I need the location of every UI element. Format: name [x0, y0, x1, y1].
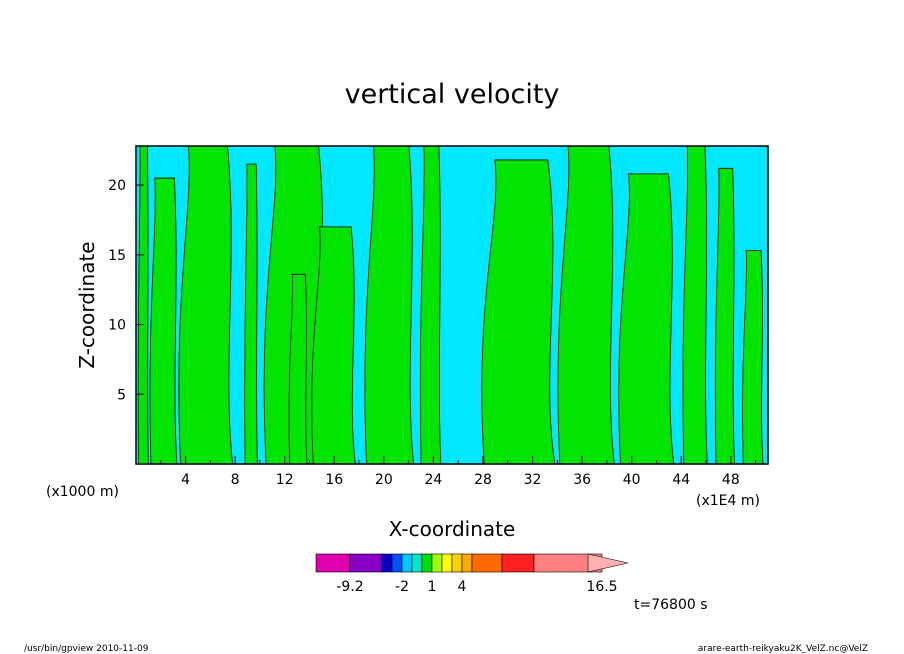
x-tick-label: 20	[375, 472, 393, 488]
colorbar-ticks: -9.2 -2 1 4 16.5	[336, 579, 617, 595]
colorbar-segment	[471, 553, 503, 573]
y-tick-label: 15	[108, 248, 126, 264]
footer-left: /usr/bin/gpview 2010-11-09	[24, 644, 149, 654]
footer-right: arare-earth-reikyaku2K_VelZ.nc@VelZ	[698, 644, 868, 654]
colorbar-segment	[441, 553, 453, 573]
x-tick-label: 36	[573, 472, 591, 488]
y-tick-label: 20	[108, 178, 126, 194]
colorbar	[315, 553, 629, 573]
y-tick-label: 5	[117, 387, 126, 403]
colorbar-segment	[431, 553, 443, 573]
colorbar-segment	[501, 553, 535, 573]
x-tick-label: 48	[722, 472, 740, 488]
positive-velocity-region	[714, 167, 735, 465]
colorbar-segment	[381, 553, 393, 573]
x-tick-label: 4	[181, 472, 190, 488]
x-unit-secondary-label: (x1E4 m)	[696, 493, 760, 509]
x-tick-label: 28	[474, 472, 492, 488]
colorbar-segment	[315, 553, 351, 573]
positive-velocity-region	[288, 273, 308, 465]
positive-velocity-region	[149, 177, 178, 465]
colorbar-tick-label: 16.5	[586, 579, 617, 595]
positive-velocity-region	[311, 226, 356, 465]
colorbar-segment	[421, 553, 433, 573]
colorbar-segment	[461, 553, 473, 573]
plot-frame	[135, 145, 769, 465]
y-axis-ticks: 5 10 15 20	[108, 178, 144, 403]
x-tick-label: 16	[325, 472, 343, 488]
colorbar-tick-label: 4	[458, 579, 467, 595]
colorbar-segment	[451, 553, 463, 573]
x-axis-ticks: 4 8 12 16 20 24 28 32 36 40 44 48	[160, 456, 757, 488]
time-label: t=76800 s	[634, 597, 708, 613]
colorbar-tick-label: 1	[428, 579, 437, 595]
colorbar-segment	[401, 553, 413, 573]
x-tick-label: 8	[231, 472, 240, 488]
x-axis-label: X-coordinate	[389, 517, 516, 541]
x-unit-label: (x1000 m)	[46, 484, 119, 500]
y-axis-label: Z-coordinate	[75, 241, 99, 368]
positive-velocity-region	[137, 145, 149, 465]
colorbar-segment	[411, 553, 423, 573]
colorbar-segment	[349, 553, 383, 573]
y-tick-label: 10	[108, 318, 126, 334]
colorbar-tick-label: -2	[395, 579, 409, 595]
positive-velocity-region	[481, 159, 556, 465]
colorbar-segment	[391, 553, 403, 573]
x-tick-label: 40	[623, 472, 641, 488]
x-tick-label: 32	[524, 472, 542, 488]
x-tick-label: 12	[276, 472, 294, 488]
colorbar-extend-arrow	[587, 553, 629, 573]
positive-velocity-region	[244, 163, 258, 465]
positive-velocity-region	[618, 173, 675, 465]
colorbar-tick-label: -9.2	[336, 579, 363, 595]
x-tick-label: 24	[424, 472, 442, 488]
x-tick-label: 44	[672, 472, 690, 488]
positive-velocity-region	[742, 250, 764, 465]
chart-title: vertical velocity	[345, 79, 560, 110]
velocity-field	[136, 145, 768, 465]
